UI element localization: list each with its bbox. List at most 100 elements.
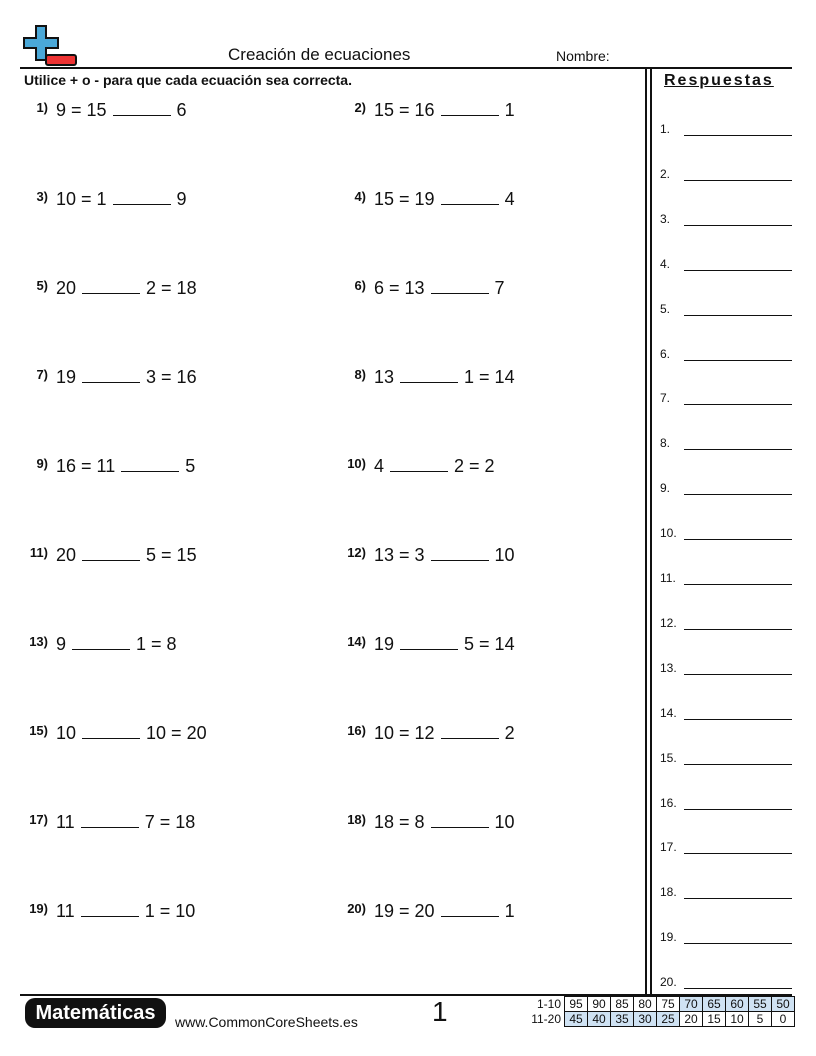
left-side: 20 [56,545,77,565]
problem: 18) 18 = 8 10 [336,812,514,833]
left-side: 10 = 1 [56,189,107,209]
answer-number: 9. [660,481,671,496]
left-side: 13 [374,367,395,387]
answer-number: 11. [660,571,676,585]
answer-line: 1. [660,122,792,136]
blank [82,368,141,383]
left-side: 9 = 15 [56,100,107,120]
problem-number: 19) [29,901,48,916]
score-label: 11-20 [531,1012,561,1026]
score-cell: 0 [771,1011,795,1027]
answer-blank [684,709,792,720]
right-side: 10 [494,545,515,565]
answer-blank [684,350,792,361]
problem: 17) 11 7 = 18 [18,812,195,833]
score-row: 11-20 45 40 35 30 25 20 15 10 5 0 [528,1011,795,1027]
problem: 16) 10 = 12 2 [336,723,514,744]
answer-blank [684,215,792,226]
left-side: 11 [56,812,75,832]
score-cell: 5 [748,1011,772,1027]
left-side: 19 [374,634,395,654]
blank [440,101,499,116]
score-cell: 30 [633,1011,657,1027]
left-side: 10 [56,723,77,743]
answer-line: 5. [660,302,792,316]
answer-blank [684,664,792,675]
score-cell: 25 [656,1011,680,1027]
answer-number: 12. [660,615,677,630]
right-side: 10 = 20 [146,723,207,743]
score-cell: 35 [610,1011,634,1027]
answer-line: 19. [660,930,792,945]
blank [82,279,141,294]
problem: 14) 19 5 = 14 [336,634,514,655]
score-label: 1-10 [536,997,561,1011]
answer-blank [684,305,792,316]
problem-number: 2) [354,100,366,115]
score-table: 1-10 95 90 85 80 75 70 65 60 55 50 11-20 45 40 35 30 25 2… [528,996,795,1027]
page-number: 1 [432,996,448,1027]
answer-line: 20. [660,975,792,990]
blank [82,724,141,739]
answer-blank [684,439,792,451]
right-side: 7 [494,278,505,298]
answer-blank [684,529,792,541]
problem-number: 15) [29,723,48,738]
answer-number: 19. [660,930,677,945]
right-side: 2 = 2 [454,456,495,476]
answer-number: 1. [660,122,671,136]
answer-blank [684,125,792,136]
right-side: 1 = 8 [136,634,177,654]
answer-number: 7. [660,391,671,406]
answer-number: 2. [660,166,671,181]
answer-blank [684,799,792,810]
problem: 9) 16 = 11 5 [18,456,195,477]
answer-line: 4. [660,257,792,271]
answer-blank [684,394,792,406]
answer-number: 17. [660,840,677,855]
problem: 11) 20 5 = 15 [18,545,197,566]
brand: Matemáticas [25,998,166,1028]
blank [430,813,489,828]
problem: 15) 10 10 = 20 [18,723,207,744]
left-side: 11 [56,901,75,921]
blank [440,190,499,205]
title: Creación de ecuaciones [228,45,411,64]
right-side: 2 = 18 [146,278,197,298]
answer-line: 9. [660,481,792,496]
left-side: 6 = 13 [374,278,425,298]
problem-number: 3) [36,189,48,204]
answer-blank [684,978,792,990]
blank [400,368,459,383]
answer-line: 14. [660,706,792,720]
left-side: 10 = 12 [374,723,435,743]
left-side: 16 = 11 [56,456,116,476]
left-side: 9 [56,634,67,654]
left-side: 19 = 20 [374,901,435,921]
right-side: 7 = 18 [144,812,196,832]
right-side: 3 = 16 [146,367,197,387]
answer-number: 13. [660,660,677,675]
left-side: 13 = 3 [374,545,425,565]
blank [400,635,459,650]
score-row: 1-10 95 90 85 80 75 70 65 60 55 50 [528,996,795,1012]
score-cell: 50 [771,996,795,1012]
answer-blank [684,619,792,630]
score-cell: 60 [725,996,749,1012]
problem: 8) 13 1 = 14 [336,367,514,388]
score-cell: 95 [564,996,588,1012]
problem-number: 12) [347,545,366,560]
right-side: 1 [504,901,515,921]
score-cell: 15 [702,1011,726,1027]
answer-number: 3. [660,211,671,226]
answers-title: Respuestas [664,72,774,89]
problem: 1) 9 = 15 6 [18,100,186,121]
rule [20,67,792,69]
right-side: 5 = 15 [146,545,197,565]
right-side: 5 [185,456,196,476]
blank [430,279,489,294]
answer-blank [684,170,792,181]
problem-number: 6) [354,278,366,293]
left-side: 4 [374,456,385,476]
problem-number: 14) [347,634,366,649]
